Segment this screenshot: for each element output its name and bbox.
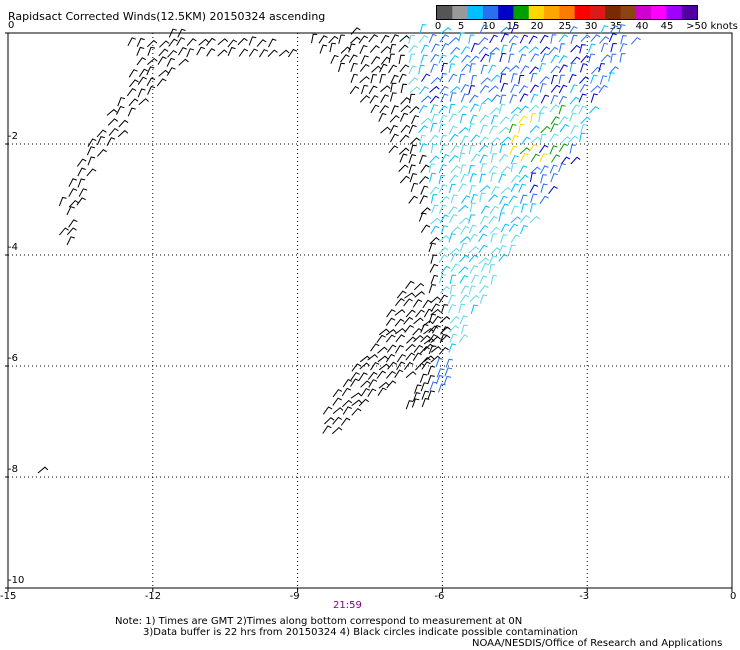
colorbar-segment [452,6,469,19]
note-line-3: NOAA/NESDIS/Office of Research and Appli… [472,638,723,649]
colorbar-segment [498,6,514,19]
colorbar-tick-label: 15 [506,21,520,32]
colorbar-tick-label: 0 [434,21,442,32]
x-tick-label: -6 [434,591,445,602]
colorbar-segment [528,6,545,19]
x-tick-label: -15 [0,591,17,602]
colorbar-tick-label: 45 [660,21,674,32]
colorbar-segment [482,6,499,19]
colorbar-tick-label: 5 [457,21,465,32]
colorbar-segment [437,6,453,19]
colorbar-segment [574,6,591,19]
colorbar-segment [544,6,560,19]
x-tick-label: 0 [730,591,737,602]
note-line-2: 3)Data buffer is 22 hrs from 20150324 4)… [143,627,578,638]
colorbar-tick-label: 10 [482,21,496,32]
colorbar-tick-label: 30 [584,21,598,32]
plot-frame [7,32,733,589]
wind-speed-colorbar [436,5,698,20]
y-tick-label: -6 [8,353,18,364]
colorbar-segment [467,6,484,19]
colorbar-segment [681,6,698,19]
note-line-1: Note: 1) Times are GMT 2)Times along bot… [115,616,523,627]
colorbar-tick-label: >50 knots [686,21,738,32]
x-tick-label: -9 [289,591,300,602]
colorbar-tick-label: 40 [635,21,649,32]
colorbar-segment [589,6,606,19]
x-tick-label: -12 [144,591,162,602]
colorbar-segment [651,6,667,19]
colorbar-segment [559,6,576,19]
page-title: Rapidsact Corrected Winds(12.5KM) 201503… [8,10,326,23]
wind-barbs [37,23,641,474]
y-tick-label: -10 [8,575,25,586]
colorbar-segment [666,6,683,19]
colorbar-segment [635,6,652,19]
y-tick-label: -2 [8,131,18,142]
y-tick-label: -8 [8,464,18,475]
grid-lines [8,33,732,588]
colorbar-tick-label: 20 [530,21,544,32]
colorbar-tick-label: 25 [558,21,572,32]
colorbar-segment [605,6,622,19]
y-tick-label: -4 [8,242,18,253]
y-tick-label: 0 [8,20,15,31]
colorbar-segment [620,6,637,19]
colorbar-segment [513,6,530,19]
x-tick-label: -3 [579,591,590,602]
pass-time-label: 21:59 [333,600,362,611]
